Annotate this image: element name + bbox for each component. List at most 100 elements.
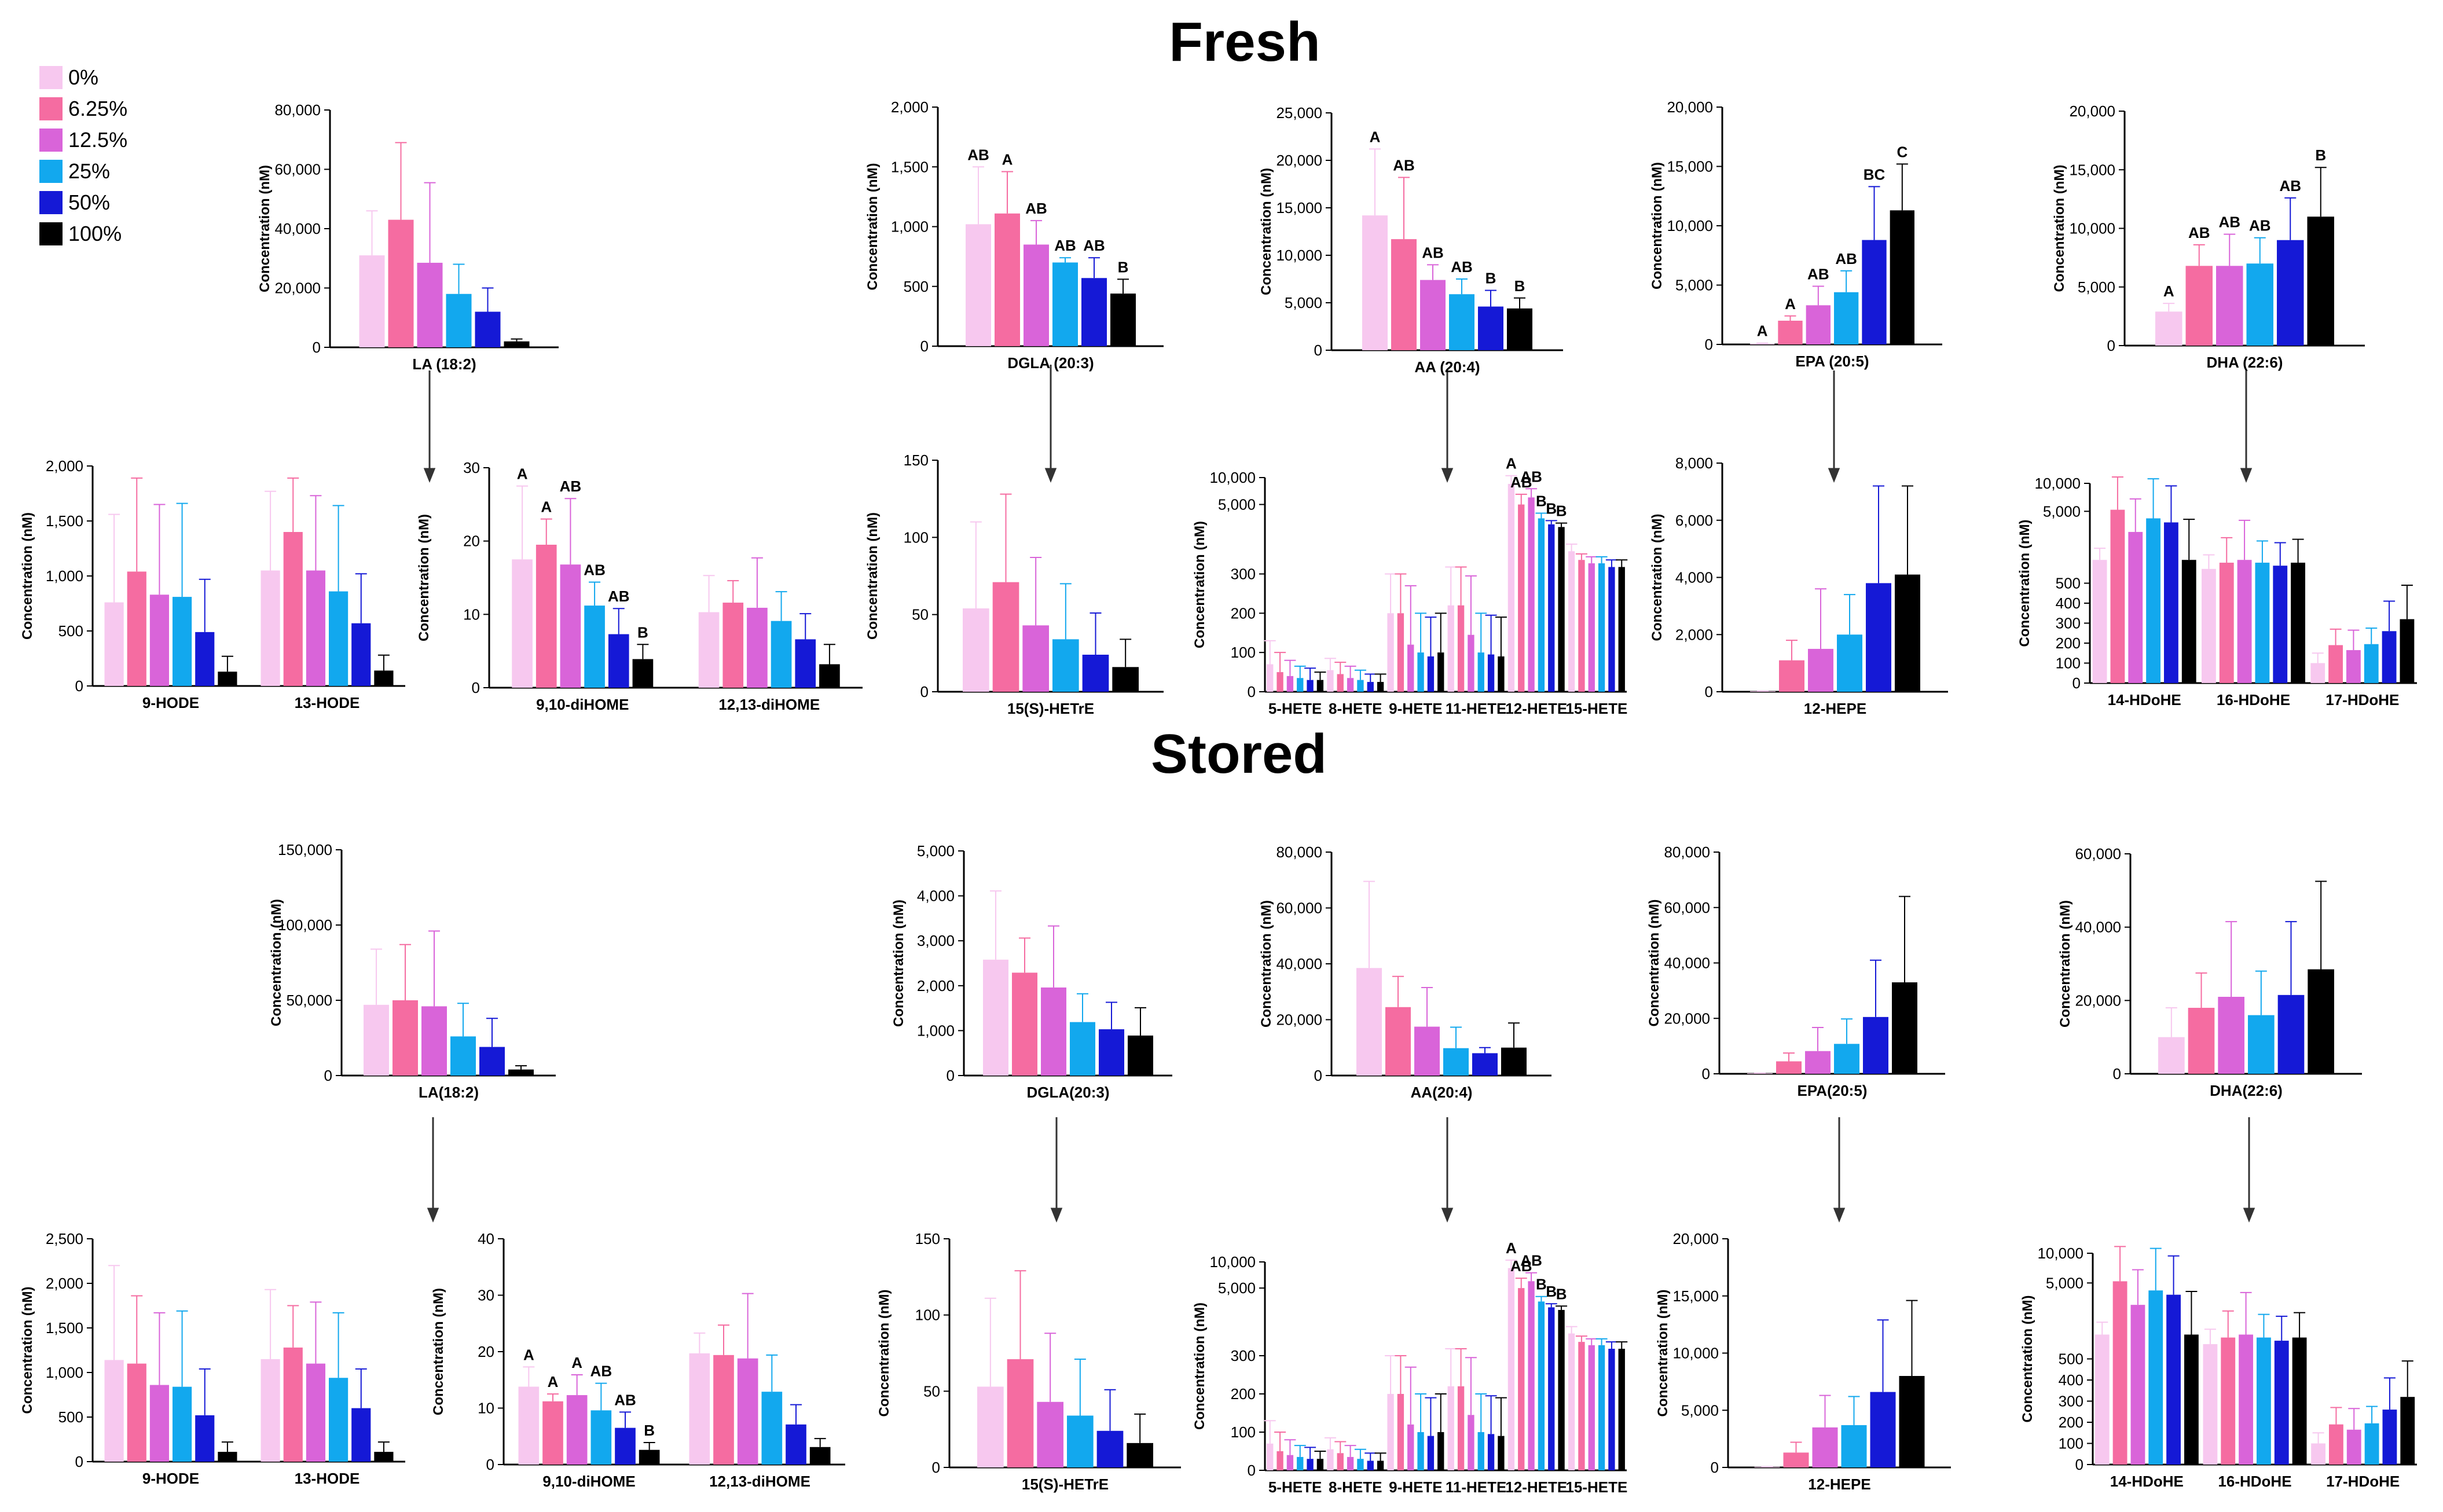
arrowhead-la-fresh [423,468,436,483]
bar [1778,321,1803,344]
significance-label: B [1514,277,1525,295]
bar [2277,240,2304,346]
bar [1007,1359,1034,1467]
x-category-label: 12-HEPE [1808,1476,1870,1493]
significance-label: AB [1835,250,1857,267]
bar [1449,294,1474,350]
y-axis-label: Concentration (nM) [20,1287,35,1414]
bar [1081,278,1107,346]
bar [1841,1425,1867,1467]
y-tick-label: 10,000 [2037,1245,2083,1262]
bar [2148,1290,2163,1465]
y-tick-label: 60,000 [2075,845,2121,863]
bar [450,1036,476,1076]
y-tick-label: 0 [1702,1065,1710,1082]
x-category-label: 12,13-diHOME [718,696,820,713]
y-tick-label: 0 [920,683,929,700]
bar [218,1452,237,1462]
bar [1468,634,1474,692]
bar [535,545,557,688]
significance-label: AB [2249,217,2271,234]
legend-label-3: 25% [68,159,110,183]
bar [1598,1345,1605,1470]
bar [2310,663,2325,683]
bar [388,219,414,347]
bar [1558,527,1565,692]
bar [983,959,1008,1076]
y-axis-label: Concentration (nM) [1192,521,1208,648]
y-tick-label: 10 [463,605,480,623]
y-tick-label: 3,000 [917,932,955,949]
bar [966,224,991,346]
x-category-label: 11-HETE [1446,1478,1507,1496]
y-tick-label: 500 [904,278,929,295]
significance-label: AB [560,478,582,495]
bar [1347,678,1354,692]
bar [1356,968,1382,1076]
x-category-label: DGLA (20:3) [1007,354,1094,372]
bar [2255,563,2270,683]
bar [1487,1434,1495,1470]
bar [1297,678,1304,692]
bar [306,1363,325,1462]
bar [1578,1342,1585,1470]
y-tick-label: 200 [2056,634,2081,652]
bar [1012,972,1037,1076]
y-tick-label: 5,000 [2078,278,2115,296]
bar [713,1355,734,1465]
bar [2202,568,2216,683]
bar [1834,292,1859,344]
bar [479,1047,505,1076]
bar [761,1392,783,1465]
bar [698,612,720,688]
y-tick-label: 30 [463,459,480,476]
bar [2248,1015,2275,1074]
legend-label-5: 100% [68,222,122,245]
y-tick-label: 80,000 [274,101,321,119]
bar [584,605,605,688]
significance-label: AB [1025,200,1047,217]
y-tick-label: 1,500 [46,512,83,530]
significance-label: AB [614,1391,636,1408]
x-category-label: 8-HETE [1329,700,1382,717]
x-category-label: LA (18:2) [412,355,476,373]
bar [195,632,215,686]
bar [2307,216,2334,346]
y-tick-label: 300 [2056,615,2081,632]
y-tick-label: 100 [1231,1423,1256,1441]
y-tick-label: 2,000 [891,98,929,116]
bar [2185,266,2213,346]
bar [1487,654,1495,692]
y-tick-label: 60,000 [274,161,321,178]
x-category-label: 9,10-diHOME [536,696,629,713]
x-category-label: EPA (20:5) [1795,353,1869,370]
x-category-label: 8-HETE [1329,1478,1382,1496]
y-axis-label: Concentration (nM) [865,163,881,291]
bar [1357,680,1364,692]
bar [393,1000,418,1076]
bar [1548,524,1555,692]
y-tick-label: 4,000 [1675,569,1713,586]
bar [2092,560,2107,683]
bar [1096,1430,1124,1467]
significance-label: BC [1864,166,1886,183]
bar [542,1401,563,1465]
x-category-label: 16-HDoHE [2218,1473,2291,1490]
bar [1367,682,1374,692]
significance-label: AB [2188,224,2210,241]
x-category-label: 15(S)-HETrE [1022,1476,1109,1493]
pathway-arrows [423,365,2255,1223]
chart-s-la: 0 50,000 100,000 150,000 Concentration (nM) L… [269,841,556,1101]
bar [608,634,629,688]
y-tick-label: 10,000 [1672,1345,1719,1362]
y-tick-label: 0 [1248,683,1256,700]
y-axis-label: Concentration (nM) [431,1288,446,1415]
y-axis-label: Concentration (nM) [1192,1302,1208,1430]
bar [1041,987,1066,1076]
bar [1437,652,1444,692]
bar [1457,1386,1465,1470]
bar [977,1386,1004,1467]
bar [283,1347,303,1462]
